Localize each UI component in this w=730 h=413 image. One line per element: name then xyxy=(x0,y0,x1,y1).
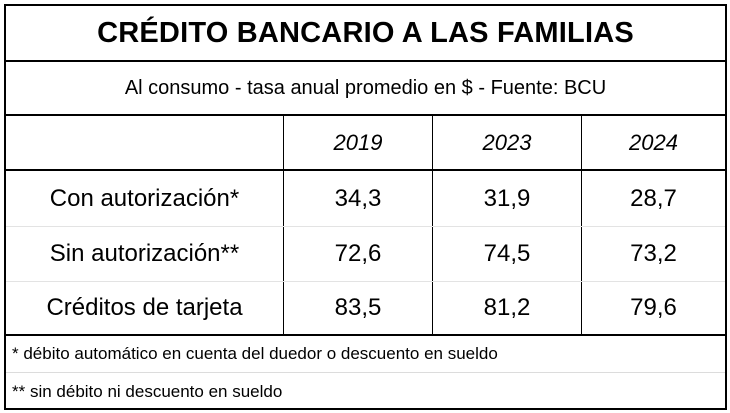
table-cell: 28,7 xyxy=(630,184,677,212)
header-empty-cell xyxy=(6,116,283,169)
year-header: 2024 xyxy=(629,129,678,155)
table-cell: 31,9 xyxy=(483,184,531,212)
row-gridline-1 xyxy=(6,226,725,227)
table-cell: 83,5 xyxy=(334,294,382,321)
year-header: 2019 xyxy=(333,129,383,155)
year-header: 2023 xyxy=(482,129,532,155)
column-divider-3 xyxy=(581,116,582,334)
table-title: CRÉDITO BANCARIO A LAS FAMILIAS xyxy=(4,4,727,62)
table-cell: 79,6 xyxy=(630,294,677,321)
table-cell: 73,2 xyxy=(630,240,677,267)
row-label: Créditos de tarjeta xyxy=(46,294,243,321)
row-label: Con autorización* xyxy=(49,184,240,212)
data-table: 2019 2023 2024 Con autorización* 34,3 31… xyxy=(4,114,727,336)
sheet-edge xyxy=(727,0,730,413)
column-divider-2 xyxy=(432,116,433,334)
table-cell: 81,2 xyxy=(483,294,531,321)
footnote-gridline xyxy=(6,372,725,373)
footnotes: * débito automático en cuenta del duedor… xyxy=(4,334,727,410)
row-label: Sin autorización** xyxy=(49,240,240,267)
table-cell: 74,5 xyxy=(483,240,531,267)
footnote: ** sin débito ni descuento en sueldo xyxy=(12,382,283,401)
header-divider xyxy=(6,169,725,171)
row-gridline-2 xyxy=(6,281,725,282)
table-subtitle: Al consumo - tasa anual promedio en $ - … xyxy=(4,60,727,116)
column-divider-1 xyxy=(283,116,284,334)
table-cell: 34,3 xyxy=(334,184,382,212)
footnote: * débito automático en cuenta del duedor… xyxy=(12,344,498,363)
table-cell: 72,6 xyxy=(334,240,382,267)
